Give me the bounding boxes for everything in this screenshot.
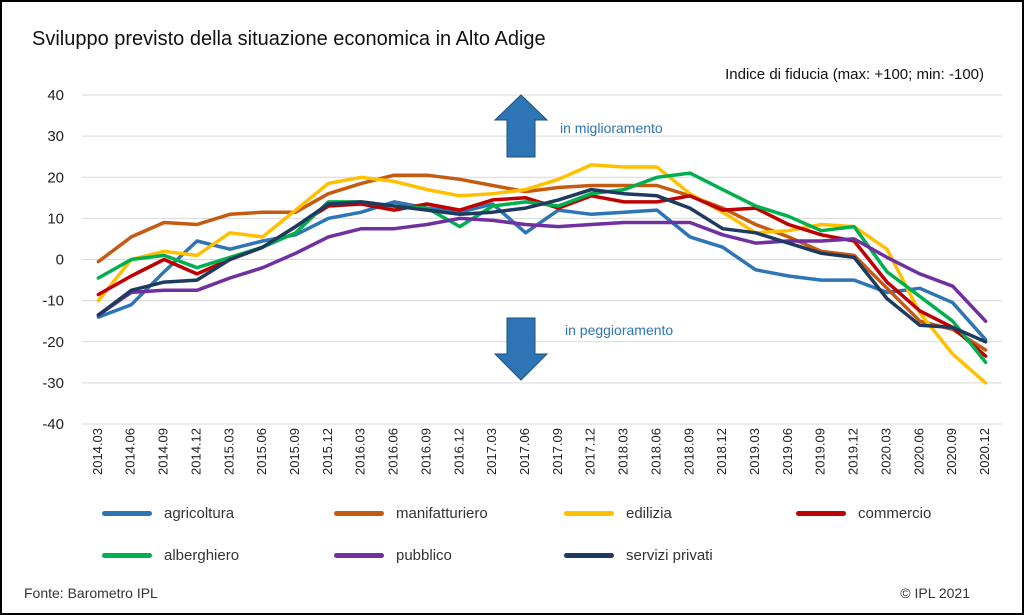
x-tick-label: 2014.06	[123, 428, 138, 475]
legend-swatch	[796, 510, 846, 516]
improving-label: in miglioramento	[560, 120, 663, 136]
up-arrow-icon	[493, 94, 549, 158]
x-tick-label: 2020.12	[977, 428, 992, 475]
legend-swatch	[334, 510, 384, 516]
x-tick-label: 2016.12	[451, 428, 466, 475]
copyright-note: © IPL 2021	[900, 585, 970, 601]
x-tick-label: 2016.06	[386, 428, 401, 475]
trend-arrows: in miglioramento in peggioramento	[493, 94, 673, 381]
y-tick-label: 0	[56, 252, 64, 269]
series-line-agricoltura	[96, 200, 988, 342]
legend-label: manifatturiero	[396, 504, 488, 522]
chart-subtitle: Indice di fiducia (max: +100; min: -100)	[725, 66, 984, 83]
down-arrow-icon	[493, 317, 549, 381]
legend-swatch	[102, 510, 152, 516]
x-tick-label: 2014.03	[90, 428, 105, 475]
x-tick-label: 2018.06	[648, 428, 663, 475]
series-lines	[96, 163, 988, 385]
x-tick-label: 2019.03	[747, 428, 762, 475]
x-axis-ticks: 2014.03 2014.06 2014.09 2014.12 2015.03 2015.…	[90, 428, 992, 475]
legend-label: servizi privati	[626, 546, 713, 564]
gridlines	[82, 94, 1002, 425]
y-tick-label: -30	[42, 375, 64, 392]
x-tick-label: 2016.03	[353, 428, 368, 475]
series-line-servizi-privati	[96, 187, 988, 344]
x-tick-label: 2020.06	[911, 428, 926, 475]
legend-swatch	[102, 552, 152, 558]
x-tick-label: 2019.09	[813, 428, 828, 475]
legend-label: pubblico	[396, 546, 452, 564]
legend-label: agricoltura	[164, 504, 235, 522]
legend-swatch	[334, 552, 384, 558]
chart-title: Sviluppo previsto della situazione econo…	[32, 28, 546, 50]
y-tick-label: 20	[47, 169, 64, 186]
x-tick-label: 2020.09	[944, 428, 959, 475]
x-tick-label: 2015.03	[221, 428, 236, 475]
x-tick-label: 2017.03	[484, 428, 499, 475]
x-tick-label: 2016.09	[418, 428, 433, 475]
x-tick-label: 2015.06	[254, 428, 269, 475]
x-tick-label: 2017.12	[583, 428, 598, 475]
series-line-edilizia	[96, 163, 988, 385]
x-tick-label: 2019.06	[780, 428, 795, 475]
x-tick-label: 2017.09	[550, 428, 565, 475]
x-tick-label: 2020.03	[878, 428, 893, 475]
legend-swatch	[564, 552, 614, 558]
y-tick-label: -10	[42, 293, 64, 310]
legend-label: alberghiero	[164, 546, 240, 564]
legend-item: servizi privati	[564, 545, 713, 565]
legend-item: edilizia	[564, 503, 672, 523]
legend-item: commercio	[796, 503, 931, 523]
x-tick-label: 2018.03	[616, 428, 631, 475]
legend-item: manifatturiero	[334, 503, 488, 523]
y-tick-label: 10	[47, 210, 64, 227]
series-line-manifatturiero	[96, 173, 988, 352]
legend-item: pubblico	[334, 545, 452, 565]
source-note: Fonte: Barometro IPL	[24, 585, 158, 601]
x-tick-label: 2015.09	[287, 428, 302, 475]
legend-item: alberghiero	[102, 545, 239, 565]
x-tick-label: 2018.09	[681, 428, 696, 475]
x-tick-label: 2018.12	[714, 428, 729, 475]
x-tick-label: 2014.12	[188, 428, 203, 475]
worsening-label: in peggioramento	[565, 322, 673, 338]
x-tick-label: 2017.06	[517, 428, 532, 475]
legend-swatch	[564, 510, 614, 516]
legend-label: commercio	[858, 504, 932, 522]
y-axis-ticks: 40 30 20 10 0 -10 -20 -30 -40	[42, 87, 64, 433]
y-tick-label: 30	[47, 128, 64, 145]
legend-label: edilizia	[626, 504, 672, 522]
legend-item: agricoltura	[102, 503, 234, 523]
x-tick-label: 2015.12	[320, 428, 335, 475]
y-tick-label: -40	[42, 416, 64, 433]
x-tick-label: 2019.12	[846, 428, 861, 475]
series-line-pubblico	[96, 216, 988, 323]
y-tick-label: 40	[47, 87, 64, 104]
y-tick-label: -20	[42, 334, 64, 351]
x-tick-label: 2014.09	[156, 428, 171, 475]
